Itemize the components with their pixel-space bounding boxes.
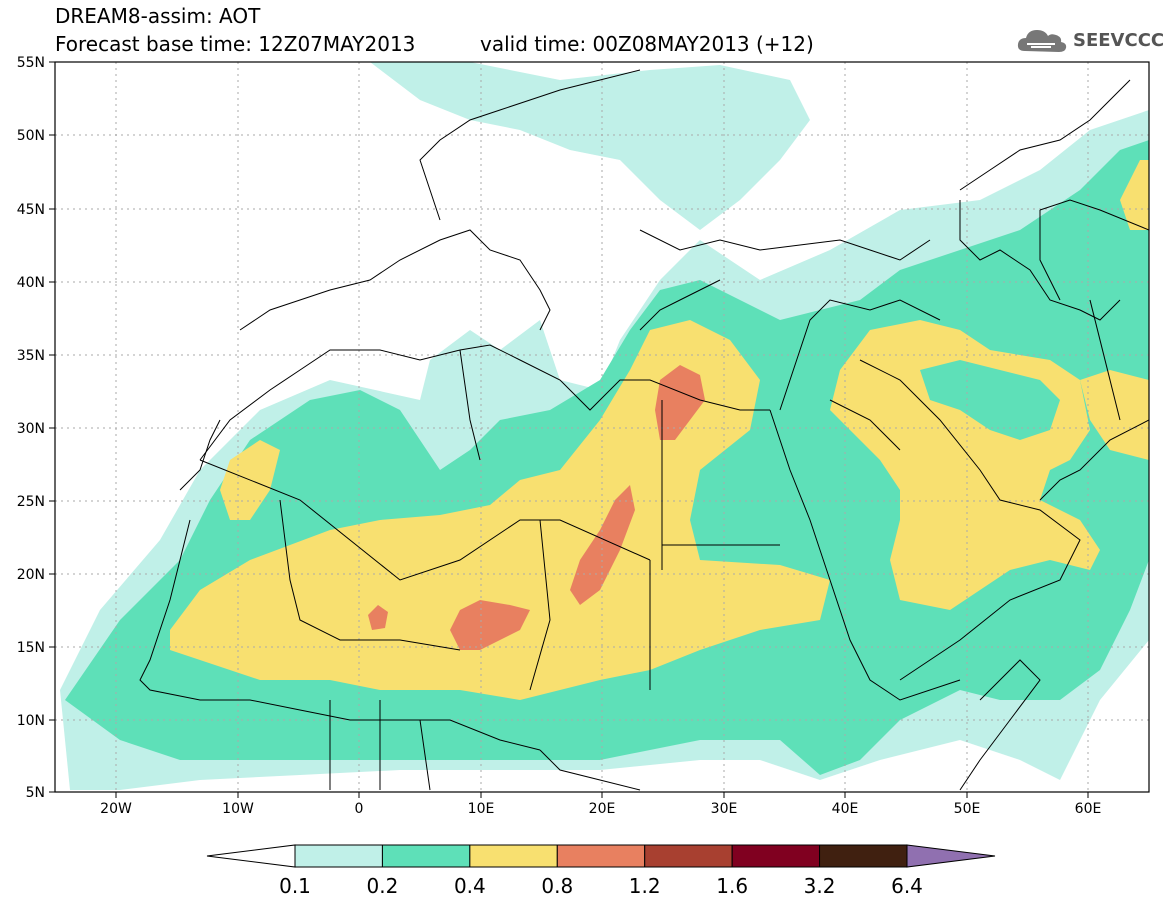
lon-label: 10E bbox=[468, 801, 495, 817]
aot-band-0.2-0.4-gulf bbox=[920, 360, 1060, 440]
map-title: DREAM8-assim: AOT bbox=[55, 4, 261, 28]
colorbar-over-triangle bbox=[906, 844, 996, 868]
lon-label: 50E bbox=[954, 801, 981, 817]
colorbar-label: 1.2 bbox=[629, 874, 661, 898]
lat-label: 15N bbox=[17, 640, 45, 656]
colorbar-under-triangle bbox=[206, 844, 296, 868]
aot-band-0.8-1.2-niger bbox=[450, 600, 530, 650]
lon-label: 10W bbox=[222, 801, 254, 817]
colorbar-label: 0.2 bbox=[367, 874, 399, 898]
lat-label: 40N bbox=[17, 275, 45, 291]
lat-label: 30N bbox=[17, 421, 45, 437]
lat-label: 20N bbox=[17, 567, 45, 583]
country-borders bbox=[199, 199, 1149, 791]
valid-time: valid time: 00Z08MAY2013 (+12) bbox=[480, 32, 814, 56]
colorbar-swatch bbox=[819, 844, 908, 868]
seevccc-logo: SEEVCCC bbox=[1015, 24, 1164, 56]
forecast-base-time: Forecast base time: 12Z07MAY2013 bbox=[55, 32, 416, 56]
coastlines bbox=[139, 69, 1149, 791]
lat-label: 50N bbox=[17, 128, 45, 144]
lon-label: 40E bbox=[832, 801, 859, 817]
aot-band-0.1-0.2-north bbox=[370, 62, 810, 230]
lat-label: 45N bbox=[17, 202, 45, 218]
colorbar-label: 0.8 bbox=[541, 874, 573, 898]
lon-label: 20E bbox=[589, 801, 616, 817]
colorbar-label: 3.2 bbox=[804, 874, 836, 898]
lat-label: 55N bbox=[17, 55, 45, 71]
lat-label: 5N bbox=[26, 785, 45, 801]
aot-band-0.4-0.8-iran bbox=[1080, 370, 1149, 460]
colorbar-label: 0.1 bbox=[279, 874, 311, 898]
colorbar-swatch bbox=[556, 844, 646, 868]
colorbar-label: 6.4 bbox=[891, 874, 923, 898]
logo-text: SEEVCCC bbox=[1073, 29, 1165, 51]
colorbar-swatch bbox=[731, 844, 821, 868]
aot-band-0.8-1.2-libya bbox=[655, 365, 705, 440]
longitude-labels: 20W 10W 0 10E 20E 30E 40E 50E 60E bbox=[100, 801, 1101, 817]
colorbar-swatch bbox=[469, 844, 558, 868]
lat-label: 25N bbox=[17, 494, 45, 510]
lon-label: 30E bbox=[711, 801, 738, 817]
aot-band-0.8-1.2-chad bbox=[570, 485, 635, 605]
gridlines bbox=[55, 62, 1149, 792]
latitude-labels: 55N 50N 45N 40N 35N 30N 25N 20N 15N 10N … bbox=[17, 55, 45, 801]
lat-label: 10N bbox=[17, 713, 45, 729]
lon-label: 0 bbox=[355, 801, 364, 817]
aot-band-0.8-1.2-mali bbox=[368, 605, 388, 630]
lon-label: 20W bbox=[100, 801, 132, 817]
aot-field bbox=[60, 62, 1149, 790]
colorbar: 0.1 0.2 0.4 0.8 1.2 1.6 3.2 6.4 bbox=[206, 844, 996, 898]
colorbar-swatch bbox=[381, 844, 471, 868]
lat-label: 35N bbox=[17, 348, 45, 364]
colorbar-swatch bbox=[644, 844, 733, 868]
colorbar-label: 0.4 bbox=[454, 874, 486, 898]
tick-marks bbox=[49, 61, 1089, 798]
colorbar-swatch bbox=[294, 844, 383, 868]
colorbar-label: 1.6 bbox=[716, 874, 748, 898]
lon-label: 60E bbox=[1075, 801, 1102, 817]
cloud-icon bbox=[1017, 30, 1067, 52]
aot-band-0.4-0.8-ne bbox=[1120, 160, 1149, 230]
